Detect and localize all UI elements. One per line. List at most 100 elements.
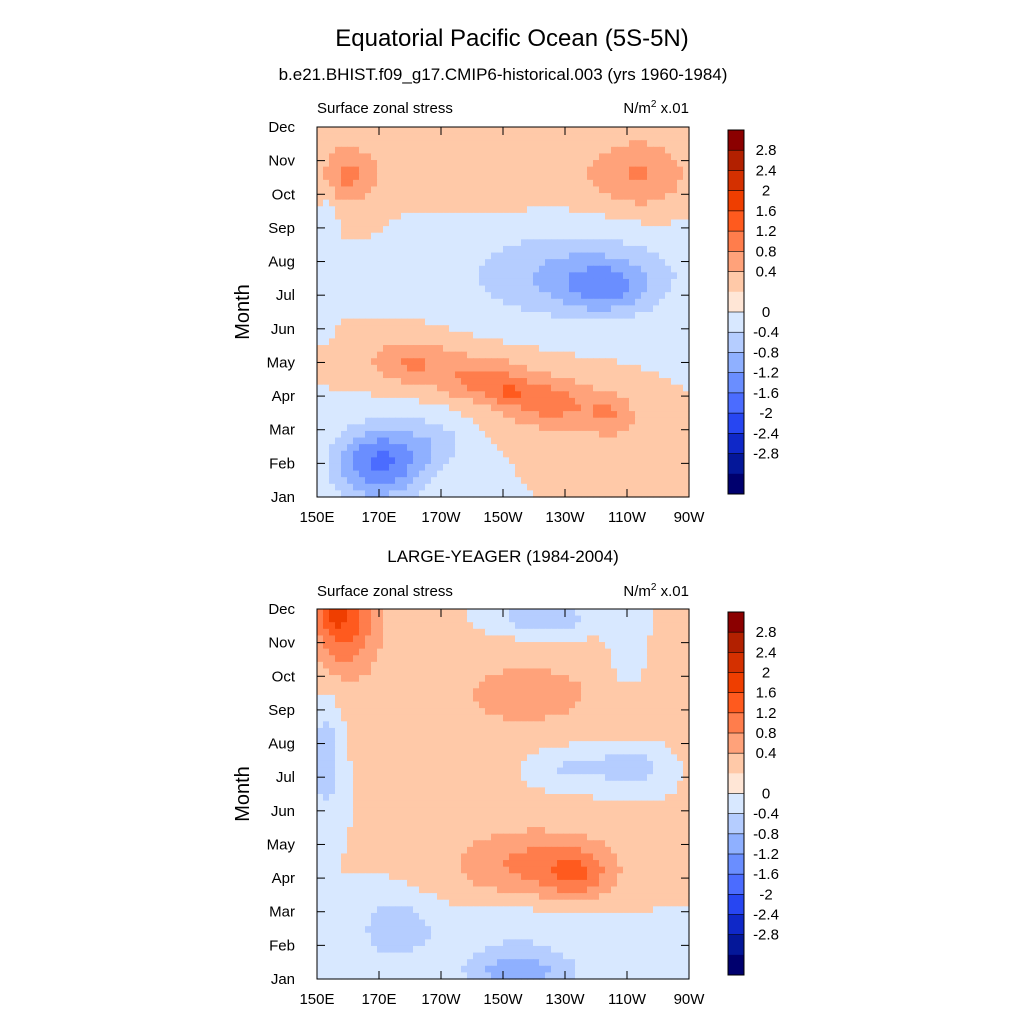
- heatmap-cell: [599, 741, 606, 749]
- heatmap-cell: [563, 681, 570, 689]
- heatmap-cell: [353, 714, 360, 722]
- heatmap-cell: [641, 140, 648, 148]
- heatmap-cell: [467, 688, 474, 696]
- heatmap-cell: [479, 160, 486, 168]
- heatmap-cell: [509, 411, 516, 419]
- heatmap-cell: [335, 331, 342, 340]
- heatmap-cell: [353, 661, 360, 670]
- heatmap-cell: [521, 351, 528, 359]
- heatmap-cell: [533, 437, 540, 445]
- heatmap-cell: [371, 298, 378, 306]
- heatmap-cell: [671, 206, 678, 214]
- heatmap-cell: [611, 397, 618, 406]
- heatmap-cell: [431, 688, 438, 696]
- heatmap-cell: [329, 239, 336, 247]
- heatmap-cell: [563, 219, 570, 227]
- heatmap-cell: [317, 483, 324, 491]
- heatmap-cell: [485, 239, 492, 247]
- heatmap-cell: [527, 358, 534, 366]
- heatmap-cell: [563, 206, 570, 214]
- heatmap-cell: [545, 470, 552, 478]
- heatmap-cell: [413, 232, 420, 240]
- heatmap-cell: [329, 133, 336, 141]
- heatmap-cell: [467, 734, 474, 742]
- heatmap-cell: [323, 206, 330, 214]
- heatmap-cell: [497, 285, 504, 293]
- heatmap-cell: [383, 325, 390, 333]
- heatmap-cell: [527, 675, 534, 683]
- heatmap-cell: [341, 285, 348, 293]
- heatmap-cell: [515, 292, 522, 300]
- heatmap-cell: [503, 404, 510, 412]
- heatmap-cell: [437, 265, 444, 273]
- heatmap-cell: [533, 622, 540, 630]
- heatmap-cell: [317, 345, 324, 353]
- heatmap-cell: [365, 358, 372, 366]
- heatmap-cell: [497, 351, 504, 359]
- heatmap-cell: [527, 483, 534, 491]
- heatmap-cell: [467, 292, 474, 300]
- heatmap-cell: [317, 734, 324, 742]
- heatmap-cell: [473, 477, 480, 485]
- heatmap-cell: [539, 199, 546, 207]
- heatmap-cell: [659, 397, 666, 406]
- heatmap-cell: [383, 298, 390, 306]
- heatmap-cell: [593, 199, 600, 207]
- heatmap-cell: [449, 708, 456, 716]
- heatmap-cell: [683, 714, 690, 722]
- heatmap-cell: [401, 424, 408, 432]
- heatmap-cell: [575, 430, 582, 439]
- heatmap-cell: [665, 688, 672, 696]
- heatmap-cell: [683, 153, 690, 161]
- heatmap-cell: [497, 186, 504, 194]
- heatmap-cell: [533, 127, 540, 135]
- heatmap-cell: [473, 272, 480, 280]
- heatmap-cell: [599, 437, 606, 445]
- heatmap-cell: [647, 127, 654, 135]
- heatmap-cell: [491, 325, 498, 333]
- heatmap-cell: [671, 430, 678, 439]
- heatmap-cell: [371, 648, 378, 656]
- heatmap-cell: [605, 622, 612, 630]
- heatmap-cell: [677, 245, 684, 254]
- heatmap-cell: [563, 470, 570, 478]
- heatmap-cell: [569, 411, 576, 419]
- heatmap-cell: [461, 199, 468, 207]
- heatmap-cell: [599, 721, 606, 729]
- heatmap-cell: [533, 694, 540, 703]
- heatmap-cell: [395, 338, 402, 346]
- heatmap-cell: [593, 430, 600, 439]
- heatmap-cell: [455, 384, 462, 392]
- heatmap-cell: [341, 345, 348, 353]
- heatmap-cell: [623, 133, 630, 141]
- heatmap-cell: [431, 127, 438, 135]
- heatmap-cell: [395, 160, 402, 168]
- heatmap-cell: [533, 245, 540, 254]
- heatmap-cell: [431, 305, 438, 313]
- heatmap-cell: [335, 232, 342, 240]
- heatmap-cell: [461, 312, 468, 320]
- heatmap-cell: [323, 245, 330, 254]
- heatmap-cell: [515, 675, 522, 683]
- heatmap-cell: [335, 642, 342, 650]
- heatmap-cell: [473, 681, 480, 689]
- heatmap-cell: [521, 259, 528, 267]
- heatmap-cell: [365, 298, 372, 306]
- heatmap-cell: [341, 463, 348, 472]
- heatmap-cell: [473, 741, 480, 749]
- heatmap-cell: [617, 179, 624, 188]
- heatmap-cell: [365, 635, 372, 643]
- heatmap-cell: [557, 358, 564, 366]
- heatmap-cell: [365, 701, 372, 709]
- heatmap-cell: [425, 232, 432, 240]
- heatmap-cell: [623, 212, 630, 221]
- heatmap-cell: [539, 245, 546, 254]
- heatmap-cell: [575, 351, 582, 359]
- heatmap-cell: [581, 245, 588, 254]
- heatmap-cell: [575, 166, 582, 174]
- heatmap-cell: [533, 477, 540, 485]
- heatmap-cell: [401, 160, 408, 168]
- heatmap-cell: [335, 133, 342, 141]
- heatmap-cell: [479, 615, 486, 623]
- heatmap-cell: [443, 747, 450, 755]
